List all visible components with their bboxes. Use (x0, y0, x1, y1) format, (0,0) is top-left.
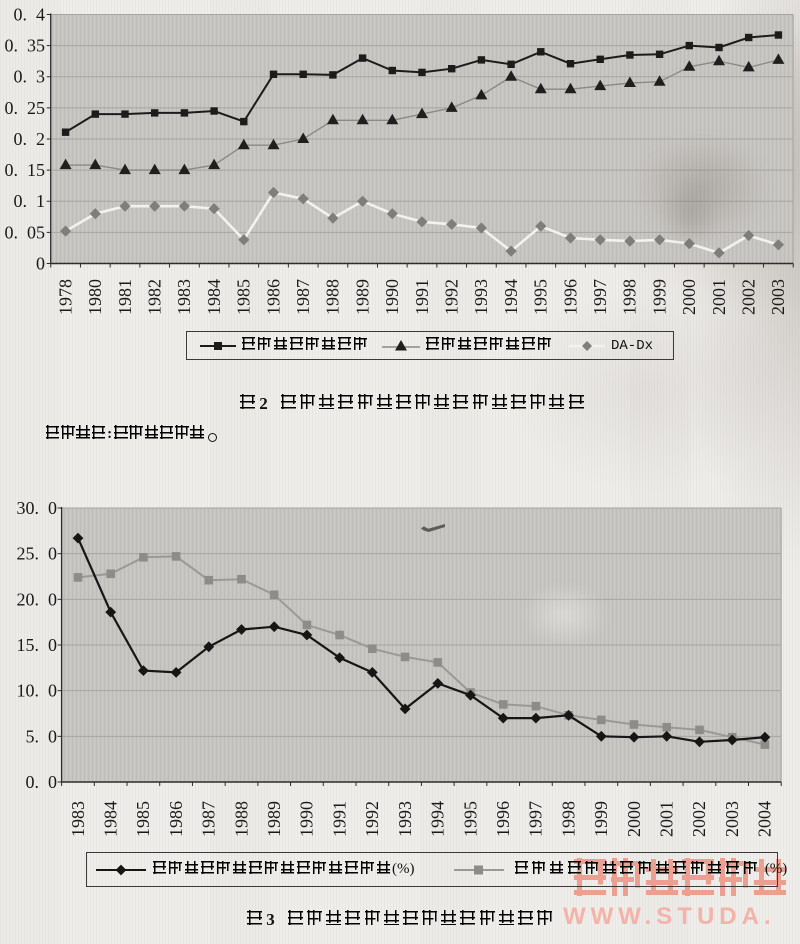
svg-text:0. 1: 0. 1 (14, 191, 46, 211)
svg-text:1978: 1978 (55, 279, 75, 315)
svg-text:1994: 1994 (501, 279, 521, 315)
svg-text:1980: 1980 (85, 279, 105, 315)
svg-text:2001: 2001 (657, 801, 677, 837)
svg-text:1986: 1986 (263, 279, 283, 315)
svg-text:0. 25: 0. 25 (5, 98, 46, 118)
svg-text:1987: 1987 (293, 279, 313, 315)
svg-text:1985: 1985 (234, 279, 254, 315)
svg-text:1999: 1999 (591, 801, 611, 837)
svg-text:1996: 1996 (493, 801, 513, 837)
svg-text:2001: 2001 (709, 279, 729, 315)
svg-text:1990: 1990 (382, 279, 402, 315)
svg-text:1991: 1991 (329, 801, 349, 837)
svg-text:1995: 1995 (531, 279, 551, 315)
svg-text:2000: 2000 (679, 279, 699, 315)
svg-text:20. 0: 20. 0 (17, 589, 58, 609)
svg-text:1988: 1988 (323, 279, 343, 315)
svg-text:0: 0 (36, 254, 45, 274)
svg-text:1992: 1992 (362, 801, 382, 837)
svg-text:0. 2: 0. 2 (14, 129, 46, 149)
svg-text:1991: 1991 (412, 279, 432, 315)
svg-text:0. 15: 0. 15 (5, 160, 46, 180)
svg-text:2002: 2002 (739, 279, 759, 315)
svg-text:1986: 1986 (166, 801, 186, 837)
svg-text:2003: 2003 (722, 801, 742, 837)
svg-text:1993: 1993 (395, 801, 415, 837)
svg-text:1998: 1998 (558, 801, 578, 837)
svg-text:1993: 1993 (471, 279, 491, 315)
svg-text:1982: 1982 (145, 279, 165, 315)
svg-text:1995: 1995 (460, 801, 480, 837)
svg-text:0. 4: 0. 4 (14, 5, 46, 25)
svg-text:1992: 1992 (442, 279, 462, 315)
svg-text:25. 0: 25. 0 (17, 544, 58, 564)
svg-text:0. 0: 0. 0 (26, 772, 58, 792)
svg-text:1983: 1983 (174, 279, 194, 315)
svg-text:1988: 1988 (231, 801, 251, 837)
svg-text:1985: 1985 (133, 801, 153, 837)
svg-text:0. 05: 0. 05 (5, 222, 46, 242)
svg-text:30. 0: 30. 0 (17, 498, 58, 518)
svg-text:1994: 1994 (428, 801, 448, 837)
svg-text:1997: 1997 (526, 801, 546, 837)
svg-text:1989: 1989 (264, 801, 284, 837)
svg-text:15. 0: 15. 0 (17, 635, 58, 655)
svg-text:10. 0: 10. 0 (17, 681, 58, 701)
svg-text:2000: 2000 (624, 801, 644, 837)
svg-text:1989: 1989 (352, 279, 372, 315)
svg-text:0. 35: 0. 35 (5, 36, 46, 56)
svg-text:1990: 1990 (297, 801, 317, 837)
svg-text:2002: 2002 (689, 801, 709, 837)
svg-text:5. 0: 5. 0 (26, 726, 58, 746)
svg-text:1984: 1984 (101, 801, 121, 837)
svg-text:1984: 1984 (204, 279, 224, 315)
svg-text:1999: 1999 (649, 279, 669, 315)
svg-text:1981: 1981 (115, 279, 135, 315)
svg-text:1998: 1998 (620, 279, 640, 315)
svg-text:1996: 1996 (560, 279, 580, 315)
svg-text:1983: 1983 (68, 801, 88, 837)
svg-text:1987: 1987 (199, 801, 219, 837)
svg-text:2004: 2004 (755, 801, 775, 837)
svg-text:1997: 1997 (590, 279, 610, 315)
svg-text:2003: 2003 (768, 279, 788, 315)
svg-text:0. 3: 0. 3 (14, 67, 46, 87)
